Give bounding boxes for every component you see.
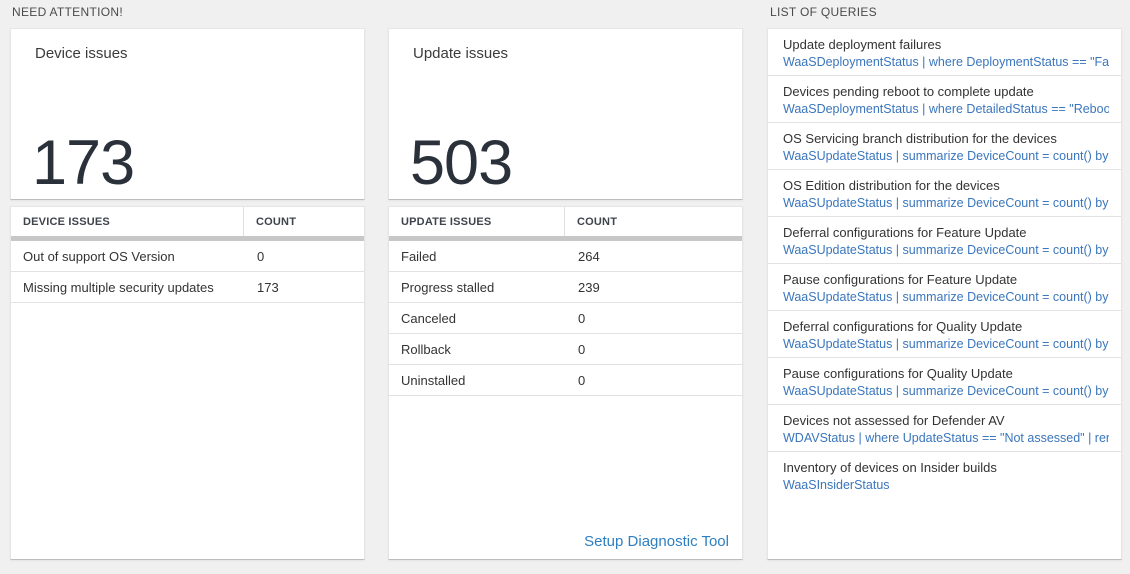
issue-count: 264 [578, 248, 600, 264]
update-issues-title: Update issues [413, 45, 509, 62]
table-row[interactable]: Canceled 0 [389, 303, 742, 334]
issue-label: Out of support OS Version [23, 248, 175, 264]
query-text: WaaSUpdateStatus | summarize DeviceCount… [783, 196, 1109, 210]
query-text: WaaSUpdateStatus | summarize DeviceCount… [783, 337, 1109, 351]
column-header-count: COUNT [577, 215, 618, 228]
issue-label: Failed [401, 248, 437, 264]
query-title: Devices not assessed for Defender AV [783, 413, 1005, 428]
query-text: WDAVStatus | where UpdateStatus == "Not … [783, 431, 1109, 445]
query-title: OS Edition distribution for the devices [783, 178, 1000, 193]
query-item[interactable]: Deferral configurations for Quality Upda… [768, 311, 1121, 358]
query-item[interactable]: Deferral configurations for Feature Upda… [768, 217, 1121, 264]
query-item[interactable]: Devices not assessed for Defender AV WDA… [768, 405, 1121, 452]
issue-count: 0 [257, 248, 265, 264]
query-text: WaaSInsiderStatus [783, 478, 890, 492]
query-item[interactable]: Devices pending reboot to complete updat… [768, 76, 1121, 123]
query-title: Deferral configurations for Quality Upda… [783, 319, 1023, 334]
setup-diagnostic-tool-link[interactable]: Setup Diagnostic Tool [584, 533, 729, 550]
column-header-count: COUNT [256, 215, 297, 228]
query-title: Deferral configurations for Feature Upda… [783, 225, 1027, 240]
need-attention-label: NEED ATTENTION! [12, 5, 123, 19]
query-title: Devices pending reboot to complete updat… [783, 84, 1034, 99]
issue-count: 0 [578, 341, 586, 357]
query-text: WaaSUpdateStatus | summarize DeviceCount… [783, 290, 1109, 304]
query-item[interactable]: Pause configurations for Quality Update … [768, 358, 1121, 405]
queries-card: Update deployment failures WaaSDeploymen… [767, 28, 1122, 560]
table-row[interactable]: Progress stalled 239 [389, 272, 742, 303]
query-title: Pause configurations for Feature Update [783, 272, 1018, 287]
table-row[interactable]: Failed 264 [389, 241, 742, 272]
query-item[interactable]: Inventory of devices on Insider builds W… [768, 452, 1121, 498]
query-item[interactable]: OS Servicing branch distribution for the… [768, 123, 1121, 170]
query-text: WaaSUpdateStatus | summarize DeviceCount… [783, 243, 1109, 257]
query-text: WaaSDeploymentStatus | where DetailedSta… [783, 102, 1109, 116]
query-text: WaaSUpdateStatus | summarize DeviceCount… [783, 384, 1109, 398]
issue-count: 173 [257, 279, 279, 295]
update-issues-table-header: UPDATE ISSUES COUNT [389, 207, 742, 236]
table-row[interactable]: Missing multiple security updates 173 [11, 272, 364, 303]
column-header-device-issues: DEVICE ISSUES [11, 207, 244, 236]
device-issues-table-card: DEVICE ISSUES COUNT Out of support OS Ve… [10, 206, 365, 560]
issue-label: Missing multiple security updates [23, 279, 214, 295]
query-title: Update deployment failures [783, 37, 942, 52]
device-issues-count: 173 [32, 128, 135, 198]
issue-count: 0 [578, 372, 586, 388]
device-issues-title: Device issues [35, 45, 128, 62]
device-issues-table-header: DEVICE ISSUES COUNT [11, 207, 364, 236]
issue-label: Progress stalled [401, 279, 495, 295]
column-header-update-issues: UPDATE ISSUES [389, 207, 565, 236]
update-issues-table-card: UPDATE ISSUES COUNT Failed 264 Progress … [388, 206, 743, 560]
update-issues-count: 503 [410, 128, 513, 198]
update-issues-card[interactable]: Update issues 503 [388, 28, 743, 200]
table-header-divider [389, 236, 742, 241]
query-title: Pause configurations for Quality Update [783, 366, 1013, 381]
table-header-divider [11, 236, 364, 241]
issue-label: Rollback [401, 341, 451, 357]
issue-count: 0 [578, 310, 586, 326]
query-text: WaaSDeploymentStatus | where DeploymentS… [783, 55, 1109, 69]
issue-count: 239 [578, 279, 600, 295]
query-text: WaaSUpdateStatus | summarize DeviceCount… [783, 149, 1109, 163]
table-row[interactable]: Rollback 0 [389, 334, 742, 365]
device-issues-card[interactable]: Device issues 173 [10, 28, 365, 200]
issue-label: Canceled [401, 310, 456, 326]
table-row[interactable]: Out of support OS Version 0 [11, 241, 364, 272]
query-item[interactable]: OS Edition distribution for the devices … [768, 170, 1121, 217]
list-of-queries-label: LIST OF QUERIES [770, 5, 877, 19]
issue-label: Uninstalled [401, 372, 466, 388]
query-title: Inventory of devices on Insider builds [783, 460, 997, 475]
query-item[interactable]: Update deployment failures WaaSDeploymen… [768, 29, 1121, 76]
query-item[interactable]: Pause configurations for Feature Update … [768, 264, 1121, 311]
query-title: OS Servicing branch distribution for the… [783, 131, 1057, 146]
table-row[interactable]: Uninstalled 0 [389, 365, 742, 396]
